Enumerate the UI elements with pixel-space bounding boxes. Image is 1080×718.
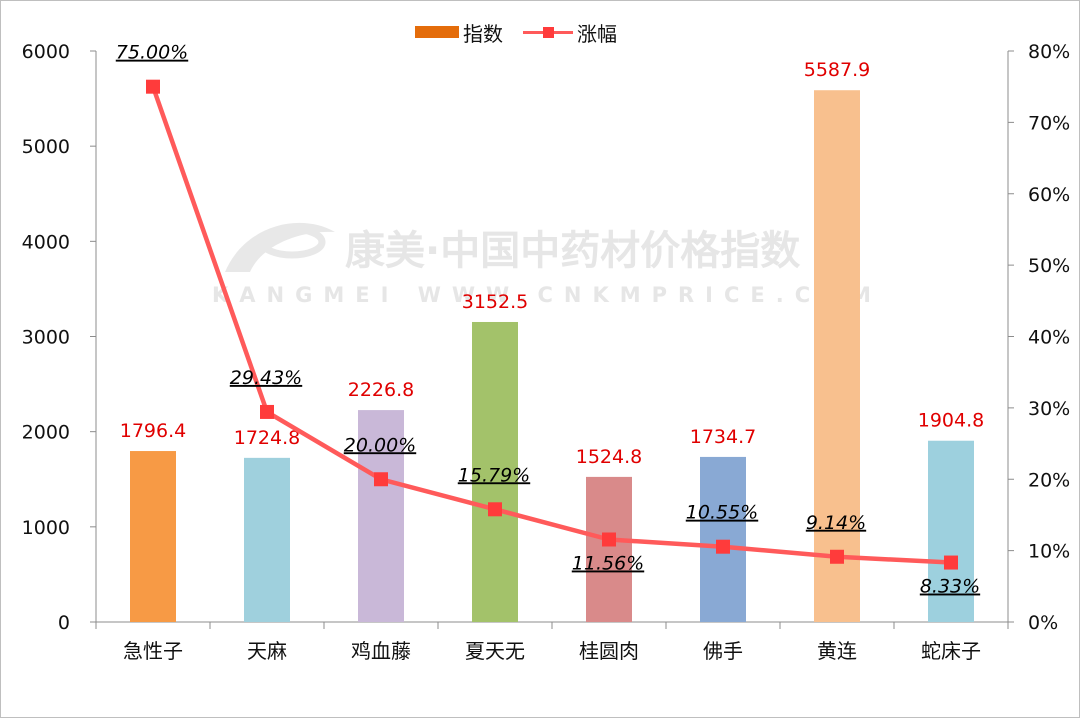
x-category-label: 黄连 <box>817 639 857 663</box>
watermark-logo-ring-icon <box>258 225 326 259</box>
y-left-tick-label: 0 <box>58 612 70 634</box>
bar-value-label: 5587.9 <box>804 59 870 81</box>
y-left-tick-label: 3000 <box>22 327 70 349</box>
x-category-label: 蛇床子 <box>921 639 981 663</box>
change-marker <box>830 549 844 564</box>
x-category-label: 急性子 <box>123 639 183 663</box>
bar-6 <box>700 456 746 622</box>
bar-value-label: 1724.8 <box>234 427 300 449</box>
change-marker <box>716 539 730 554</box>
bar-labels: 1796.4 1724.8 2226.8 3152.5 1524.8 1734.7 5587… <box>120 59 984 468</box>
bar-value-label: 1904.8 <box>918 410 984 432</box>
x-category-label: 鸡血藤 <box>351 639 411 663</box>
y-left-tick-label: 5000 <box>22 136 70 158</box>
legend-line-swatch <box>523 26 573 38</box>
change-marker <box>374 472 388 487</box>
bar-3 <box>358 410 404 622</box>
change-line <box>150 85 952 565</box>
legend: 指数 涨幅 <box>415 18 637 46</box>
bars <box>130 90 974 622</box>
change-pct-label: 8.33% <box>920 576 980 598</box>
change-pct-label: 29.43% <box>230 367 302 389</box>
change-pct-label: 75.00% <box>116 42 188 64</box>
y-right-tick-label: 40% <box>1028 327 1070 349</box>
pct-labels: 75.00% 29.43% 20.00% 15.79% 11.56% 10.55% 9.14… <box>116 42 980 598</box>
bar-value-label: 1796.4 <box>120 420 186 442</box>
bar-value-label: 3152.5 <box>462 291 528 313</box>
change-pct-label: 11.56% <box>572 552 644 574</box>
legend-item-change: 涨幅 <box>523 18 617 47</box>
y-left-tick-label: 2000 <box>22 422 70 444</box>
x-category-label: 天麻 <box>247 639 287 663</box>
y-left-tick-label: 6000 <box>22 41 70 63</box>
x-category-label: 桂圆肉 <box>579 639 639 663</box>
x-category-label: 佛手 <box>703 639 743 663</box>
change-pct-label: 10.55% <box>686 502 758 524</box>
y-left-tick-label: 1000 <box>22 517 70 539</box>
legend-bar-swatch <box>415 26 459 38</box>
bar-8 <box>928 440 974 622</box>
legend-item-index: 指数 <box>415 18 503 47</box>
watermark: 康美·中国中药材价格指数 KANGMEI WWW.CNKMPRICE.COM <box>212 222 882 307</box>
change-pct-label: 20.00% <box>344 434 416 456</box>
change-marker <box>260 404 274 419</box>
legend-bar-label: 指数 <box>463 21 503 46</box>
y-right-tick-label: 10% <box>1028 541 1070 563</box>
change-pct-label: 15.79% <box>458 464 530 486</box>
x-tick-labels: 急性子 天麻 鸡血藤 夏天无 桂圆肉 佛手 黄连 蛇床子 <box>123 639 981 663</box>
watermark-logo-icon <box>225 222 335 272</box>
change-marker <box>146 79 160 94</box>
legend-line-label: 涨幅 <box>577 21 617 46</box>
change-marker <box>488 502 502 517</box>
x-category-label: 夏天无 <box>465 639 525 663</box>
y-right-tick-label: 30% <box>1028 398 1070 420</box>
change-pct-label: 9.14% <box>806 512 866 534</box>
bar-1 <box>130 451 176 622</box>
y-right-tick-label: 0% <box>1028 612 1058 634</box>
y-right-tick-label: 70% <box>1028 112 1070 134</box>
bar-value-label: 1524.8 <box>576 446 642 468</box>
bar-7 <box>814 90 860 622</box>
bar-2 <box>244 457 290 622</box>
bar-value-label: 2226.8 <box>348 379 414 401</box>
change-marker <box>602 532 616 547</box>
y-right-tick-label: 50% <box>1028 255 1070 277</box>
line-series <box>146 79 958 570</box>
bar-4 <box>472 321 518 622</box>
bar-value-label: 1734.7 <box>690 426 756 448</box>
y-right-tick-label: 60% <box>1028 184 1070 206</box>
y-right-tick-label: 80% <box>1028 41 1070 63</box>
y-right-tick-label: 20% <box>1028 469 1070 491</box>
axes: 0 1000 2000 3000 4000 5000 6000 0% 10% 20% 30% 40% 5… <box>22 41 1071 634</box>
watermark-title: 康美·中国中药材价格指数 <box>345 228 800 274</box>
watermark-url: KANGMEI WWW.CNKMPRICE.COM <box>212 283 882 307</box>
bar-5 <box>586 476 632 622</box>
y-left-tick-label: 4000 <box>22 231 70 253</box>
change-marker <box>944 555 958 570</box>
